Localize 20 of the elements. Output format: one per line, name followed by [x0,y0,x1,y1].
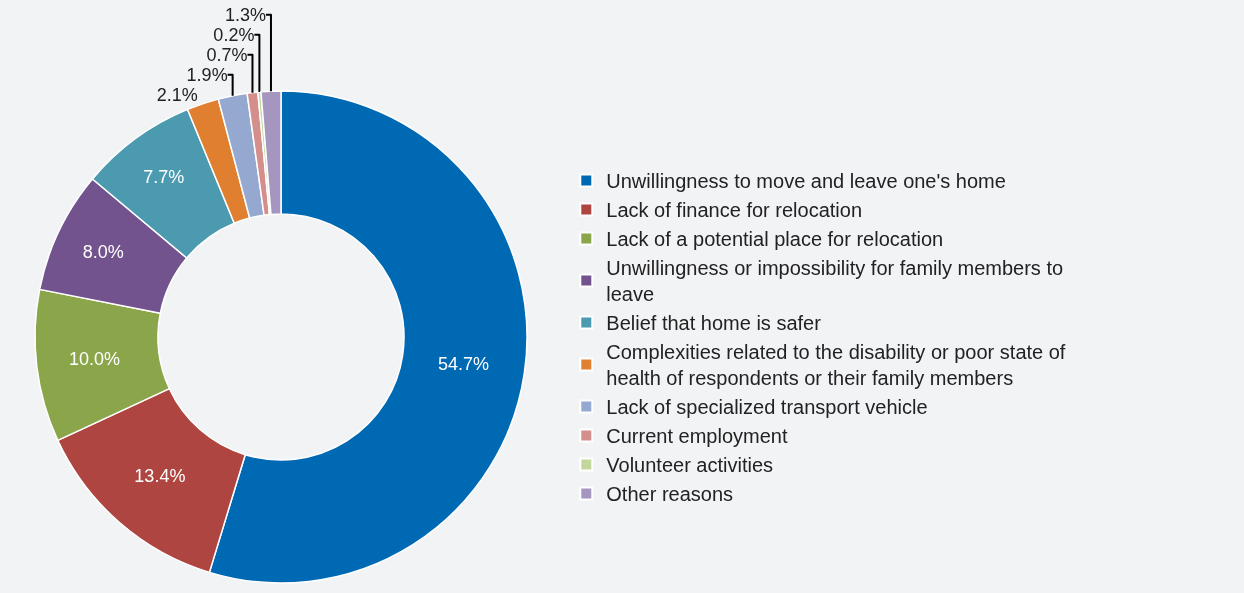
legend-label: Belief that home is safer [606,312,822,335]
legend-label: Current employment [606,425,788,448]
data-label: 54.7% [437,354,490,375]
legend-label: Lack of specialized transport vehicle [606,396,928,419]
legend-label: Complexities related to the disability or poor state of health of respondents or their family members [606,341,1066,390]
legend-label: Volunteer activities [606,454,774,477]
legend-label: Lack of a potential place for relocation [606,228,944,251]
data-label: 0.2% [213,24,255,45]
data-label: 7.7% [143,166,185,187]
data-label: 1.9% [186,64,228,85]
legend-label: Unwillingness or impossibility for family members to leave [606,257,1064,306]
legend-label: Lack of finance for relocation [606,199,862,222]
legend-label: Other reasons [606,483,734,506]
data-label: 13.4% [134,466,186,487]
data-label: 2.1% [156,84,198,105]
data-label: 1.3% [224,4,266,25]
data-label: 8.0% [82,242,124,262]
data-label: 10.0% [68,349,120,370]
legend-label: Unwillingness to move and leave one's home [606,170,1006,193]
data-label: 0.7% [206,44,248,65]
